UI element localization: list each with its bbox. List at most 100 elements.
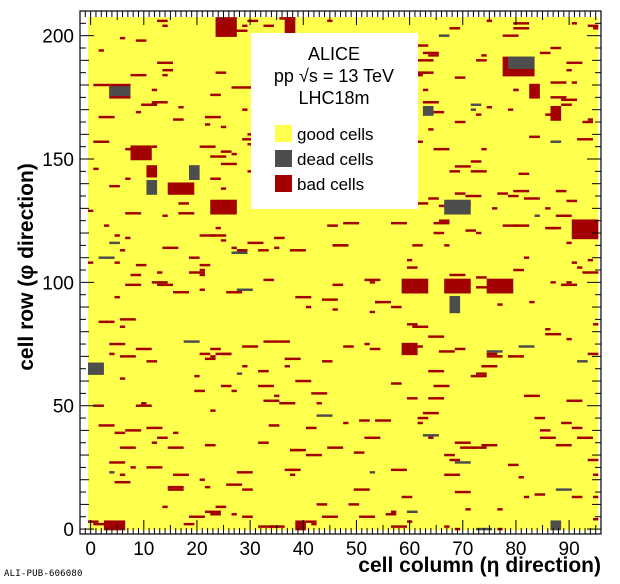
bad-cell — [220, 187, 227, 190]
bad-cell — [114, 261, 120, 264]
bad-cell — [343, 421, 349, 425]
x-tick-label: 60 — [399, 539, 420, 560]
bad-cell — [220, 384, 232, 388]
bad-cell — [412, 44, 429, 47]
bad-cell — [311, 522, 317, 526]
bad-cell — [279, 340, 290, 343]
bad-cell — [151, 441, 158, 444]
legend-label-good: good cells — [297, 125, 374, 144]
x-tick-label: 90 — [559, 539, 580, 560]
bad-cell — [571, 261, 578, 264]
bad-cell — [534, 416, 546, 420]
bad-cell — [417, 416, 429, 420]
dead-cell — [438, 34, 450, 37]
bad-cell — [183, 522, 195, 526]
bad-cell — [353, 451, 365, 454]
bad-cell-block — [167, 182, 195, 195]
bad-cell — [412, 71, 429, 74]
bad-cell — [566, 241, 572, 245]
bad-cell — [492, 207, 498, 210]
bad-cell — [449, 170, 461, 173]
bad-cell — [284, 468, 296, 472]
bad-cell — [428, 197, 439, 200]
y-axis-title: cell row (φ direction) — [15, 163, 38, 371]
bad-cell — [93, 83, 110, 87]
bad-cell — [93, 522, 110, 526]
bad-cell — [433, 110, 445, 114]
bad-cell-block — [401, 342, 418, 356]
bad-cell — [220, 239, 227, 242]
bad-cell — [188, 256, 200, 259]
bad-cell — [316, 402, 322, 405]
bad-cell — [545, 328, 551, 331]
bad-cell — [422, 88, 429, 92]
bad-cell — [332, 244, 349, 247]
bad-cell — [289, 249, 306, 252]
bad-cell — [391, 525, 407, 528]
bad-cell — [555, 443, 572, 447]
bad-cell — [545, 113, 551, 116]
bad-cell — [545, 226, 556, 230]
bad-cell — [263, 278, 275, 282]
bad-cell — [135, 263, 147, 267]
bad-cell — [258, 384, 275, 388]
bad-cell — [242, 365, 248, 368]
bad-cell — [401, 495, 413, 499]
dead-cell — [422, 434, 439, 437]
bad-cell — [507, 194, 519, 198]
dead-cell-block — [507, 56, 535, 69]
bad-cell — [555, 189, 567, 193]
bad-cell — [125, 429, 142, 432]
bad-cell — [135, 404, 152, 407]
bad-cell — [444, 473, 461, 477]
bad-cell — [375, 419, 392, 422]
bad-cell-block — [215, 17, 237, 37]
bad-cell — [146, 426, 163, 430]
bad-cell — [343, 345, 354, 348]
bad-cell — [433, 221, 450, 225]
bad-cell — [151, 145, 158, 148]
bad-cell — [204, 510, 216, 514]
bad-cell — [210, 155, 227, 158]
bad-cell — [119, 318, 136, 321]
legend-label-bad: bad cells — [297, 175, 364, 194]
dead-cell — [98, 256, 115, 259]
dead-cell-block — [146, 179, 158, 195]
bad-cell — [236, 471, 253, 474]
bad-cell — [258, 249, 269, 252]
bad-cell — [481, 365, 498, 368]
bad-cell — [454, 192, 466, 195]
bad-cell — [125, 177, 131, 180]
bad-cell — [412, 325, 429, 329]
bad-cell — [428, 369, 445, 373]
bad-cell — [359, 419, 370, 422]
bad-cell — [507, 108, 514, 111]
bad-cell — [587, 24, 599, 28]
bad-cell — [316, 503, 328, 506]
bad-cell — [433, 147, 450, 151]
bad-cell — [539, 51, 551, 55]
x-tick-label: 30 — [240, 539, 261, 560]
bad-cell — [199, 352, 211, 356]
bad-cell — [210, 347, 221, 351]
bad-cell — [268, 424, 280, 427]
bad-cell — [571, 81, 578, 84]
bad-cell — [550, 281, 556, 284]
bad-cell — [391, 382, 402, 385]
bad-cell — [199, 145, 216, 148]
bad-cell — [98, 115, 115, 119]
bad-cell — [210, 177, 221, 180]
bad-cell — [332, 308, 338, 311]
bad-cell-block — [146, 165, 158, 178]
bad-cell — [454, 347, 466, 351]
bad-cell — [194, 374, 200, 378]
bad-cell — [215, 505, 227, 509]
x-tick-label: 40 — [293, 539, 314, 560]
bad-cell — [178, 202, 189, 205]
bad-cell — [406, 266, 418, 269]
bad-cell-block — [284, 17, 296, 37]
bad-cell — [220, 162, 237, 166]
dead-cell — [577, 360, 588, 363]
bad-cell — [566, 199, 578, 203]
